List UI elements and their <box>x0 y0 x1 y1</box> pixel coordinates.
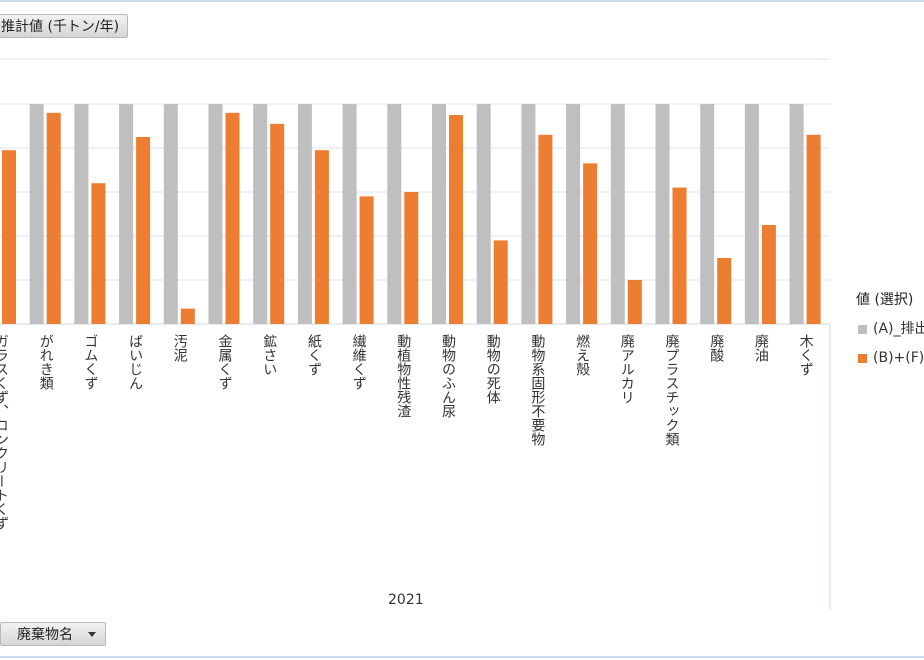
legend-label-a: (A)_排出 <box>873 321 924 337</box>
bar-bf <box>46 112 61 324</box>
value-field-label: 推計値 (千トン/年) <box>1 19 120 35</box>
bar-bf <box>717 258 732 324</box>
bar-a <box>655 104 670 324</box>
legend-swatch-gray <box>858 324 867 334</box>
bar-a <box>208 104 223 324</box>
bar-a <box>29 104 44 324</box>
bar-bf <box>180 308 195 324</box>
bottom-border <box>0 656 924 658</box>
bar-a <box>253 104 268 324</box>
legend-item-bf[interactable]: (B)+(F) <box>858 350 924 366</box>
category-label: 廃プラスチック類 <box>664 333 680 446</box>
bar-a <box>74 104 89 324</box>
bar-bf <box>270 123 285 324</box>
bar-a <box>521 104 536 324</box>
category-label: ゴムくず <box>82 334 98 390</box>
category-label: 木くず <box>798 334 814 376</box>
row-field-label: 廃棄物名 <box>17 627 73 643</box>
bar-bf <box>583 163 598 324</box>
top-border <box>0 0 924 2</box>
bar-bf <box>314 150 329 324</box>
bar-a <box>342 104 357 324</box>
category-label: 廃酸 <box>708 333 724 362</box>
bar-a <box>119 104 134 324</box>
bar-a <box>432 104 446 324</box>
category-label: 金属くず <box>217 334 233 390</box>
category-label: 廃油 <box>753 333 769 362</box>
category-label: 動植物性残渣 <box>395 334 411 418</box>
bar-bf <box>672 187 687 324</box>
category-label: ガラスくず、コンクリートくず <box>0 334 9 530</box>
chevron-down-icon[interactable] <box>88 632 96 637</box>
category-label: 動物の死体 <box>485 334 501 404</box>
bar-bf <box>91 183 106 324</box>
bar-a <box>297 104 312 324</box>
category-label: 鉱さい <box>261 333 277 376</box>
bar-bf <box>2 150 16 324</box>
legend-title: 値 (選択) <box>856 292 914 308</box>
bar-bf <box>493 240 508 324</box>
bar-a <box>163 104 178 324</box>
bar-a <box>789 104 804 324</box>
bar-bf <box>136 137 151 324</box>
category-label: 燃え殻 <box>574 333 590 376</box>
value-field-button[interactable]: 推計値 (千トン/年) <box>0 14 128 38</box>
bar-a <box>744 104 759 324</box>
bar-a <box>387 104 402 324</box>
legend-label-bf: (B)+(F) <box>873 350 924 366</box>
bar-a <box>610 104 625 324</box>
legend-item-a[interactable]: (A)_排出 <box>858 318 924 338</box>
bar-bf <box>761 225 776 324</box>
bar-bf <box>404 192 419 324</box>
bar-bf <box>806 134 821 324</box>
bar-bf <box>449 115 463 324</box>
category-label: 汚泥 <box>172 334 188 363</box>
category-label: がれき類 <box>38 334 54 390</box>
bar-a <box>566 104 581 324</box>
category-label: 繊維くず <box>351 334 367 390</box>
bar-bf <box>359 196 374 324</box>
category-label: 廃アルカリ <box>619 333 635 404</box>
category-label: ばいじん <box>127 334 143 390</box>
category-label: 動物系固形不要物 <box>529 334 545 447</box>
bar-bf <box>225 112 240 324</box>
bar-bf <box>627 280 642 324</box>
legend-swatch-orange <box>858 353 867 363</box>
category-label: 紙くず <box>306 334 322 376</box>
bar-a <box>476 104 491 324</box>
bar-a <box>700 104 715 324</box>
category-label: 動物のふん尿 <box>440 334 456 418</box>
bar-bf <box>538 134 553 324</box>
x-axis-title: 2021 <box>388 592 424 608</box>
